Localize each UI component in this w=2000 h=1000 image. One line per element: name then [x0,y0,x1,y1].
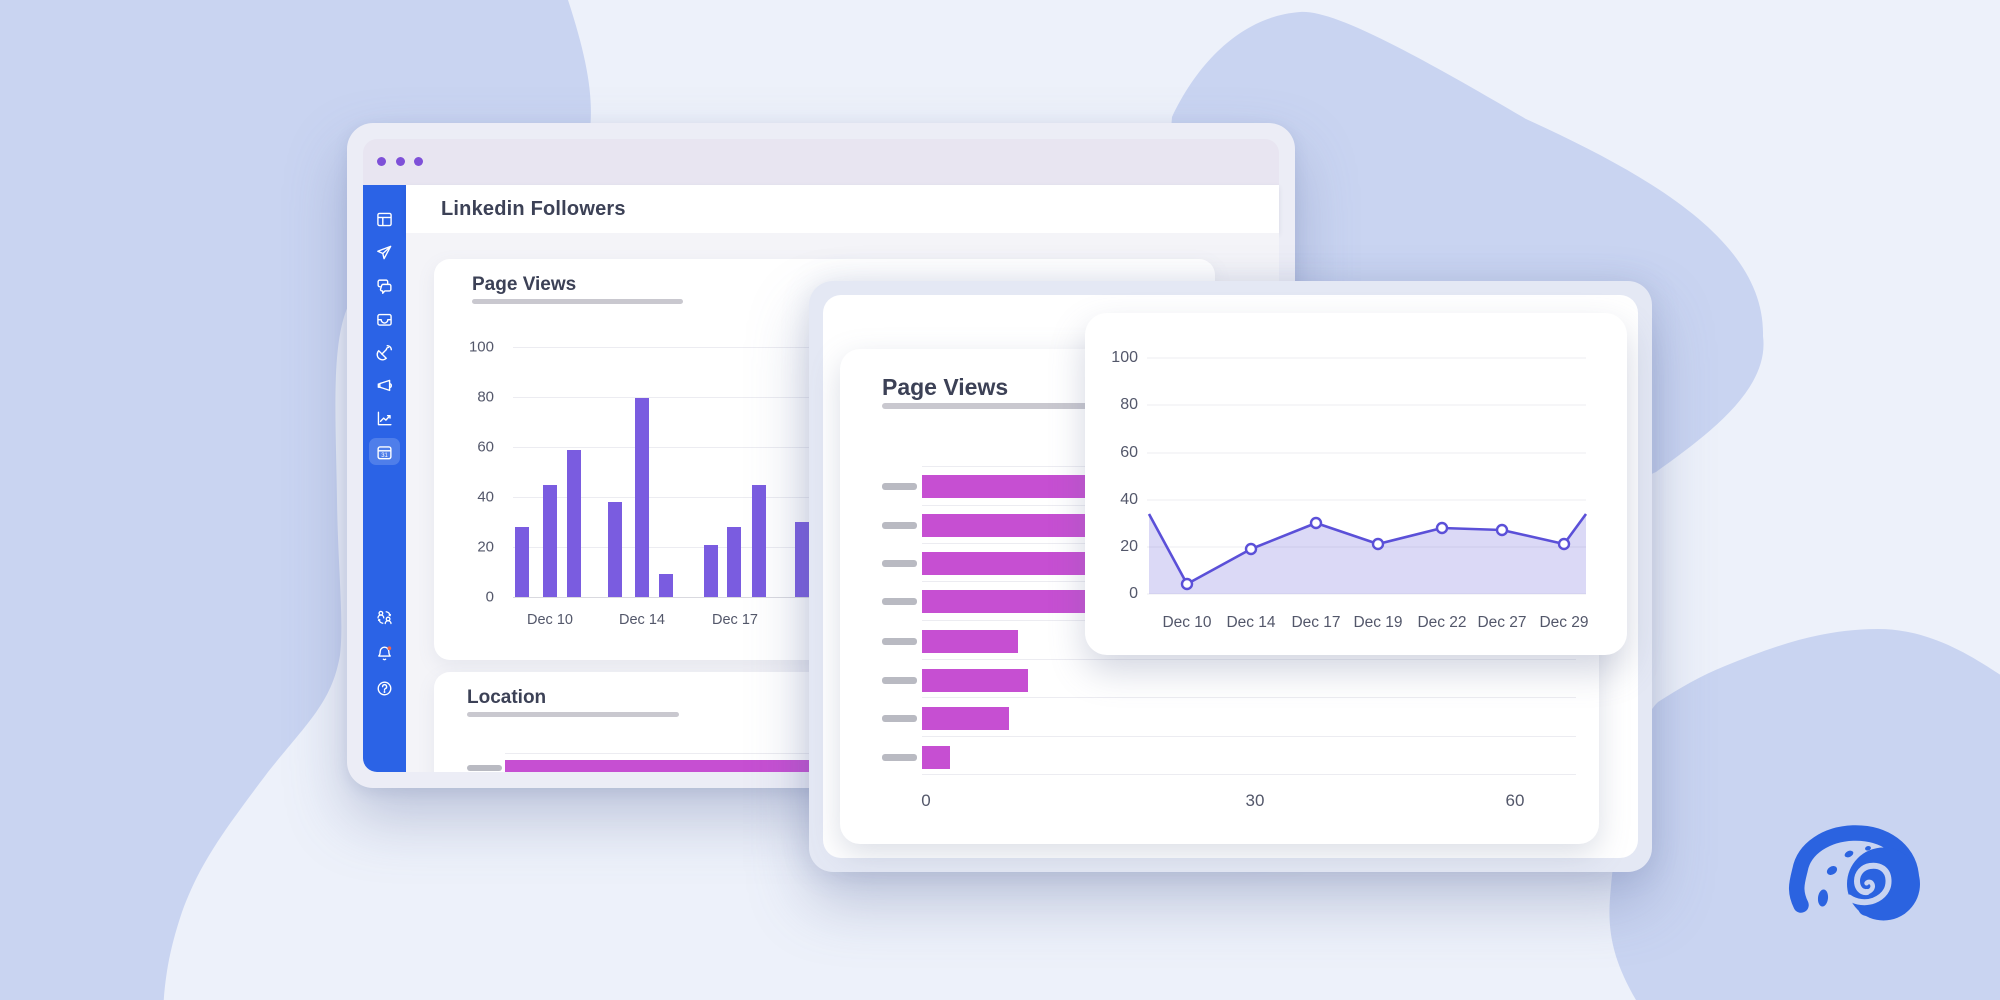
svg-text:31: 31 [381,453,388,459]
